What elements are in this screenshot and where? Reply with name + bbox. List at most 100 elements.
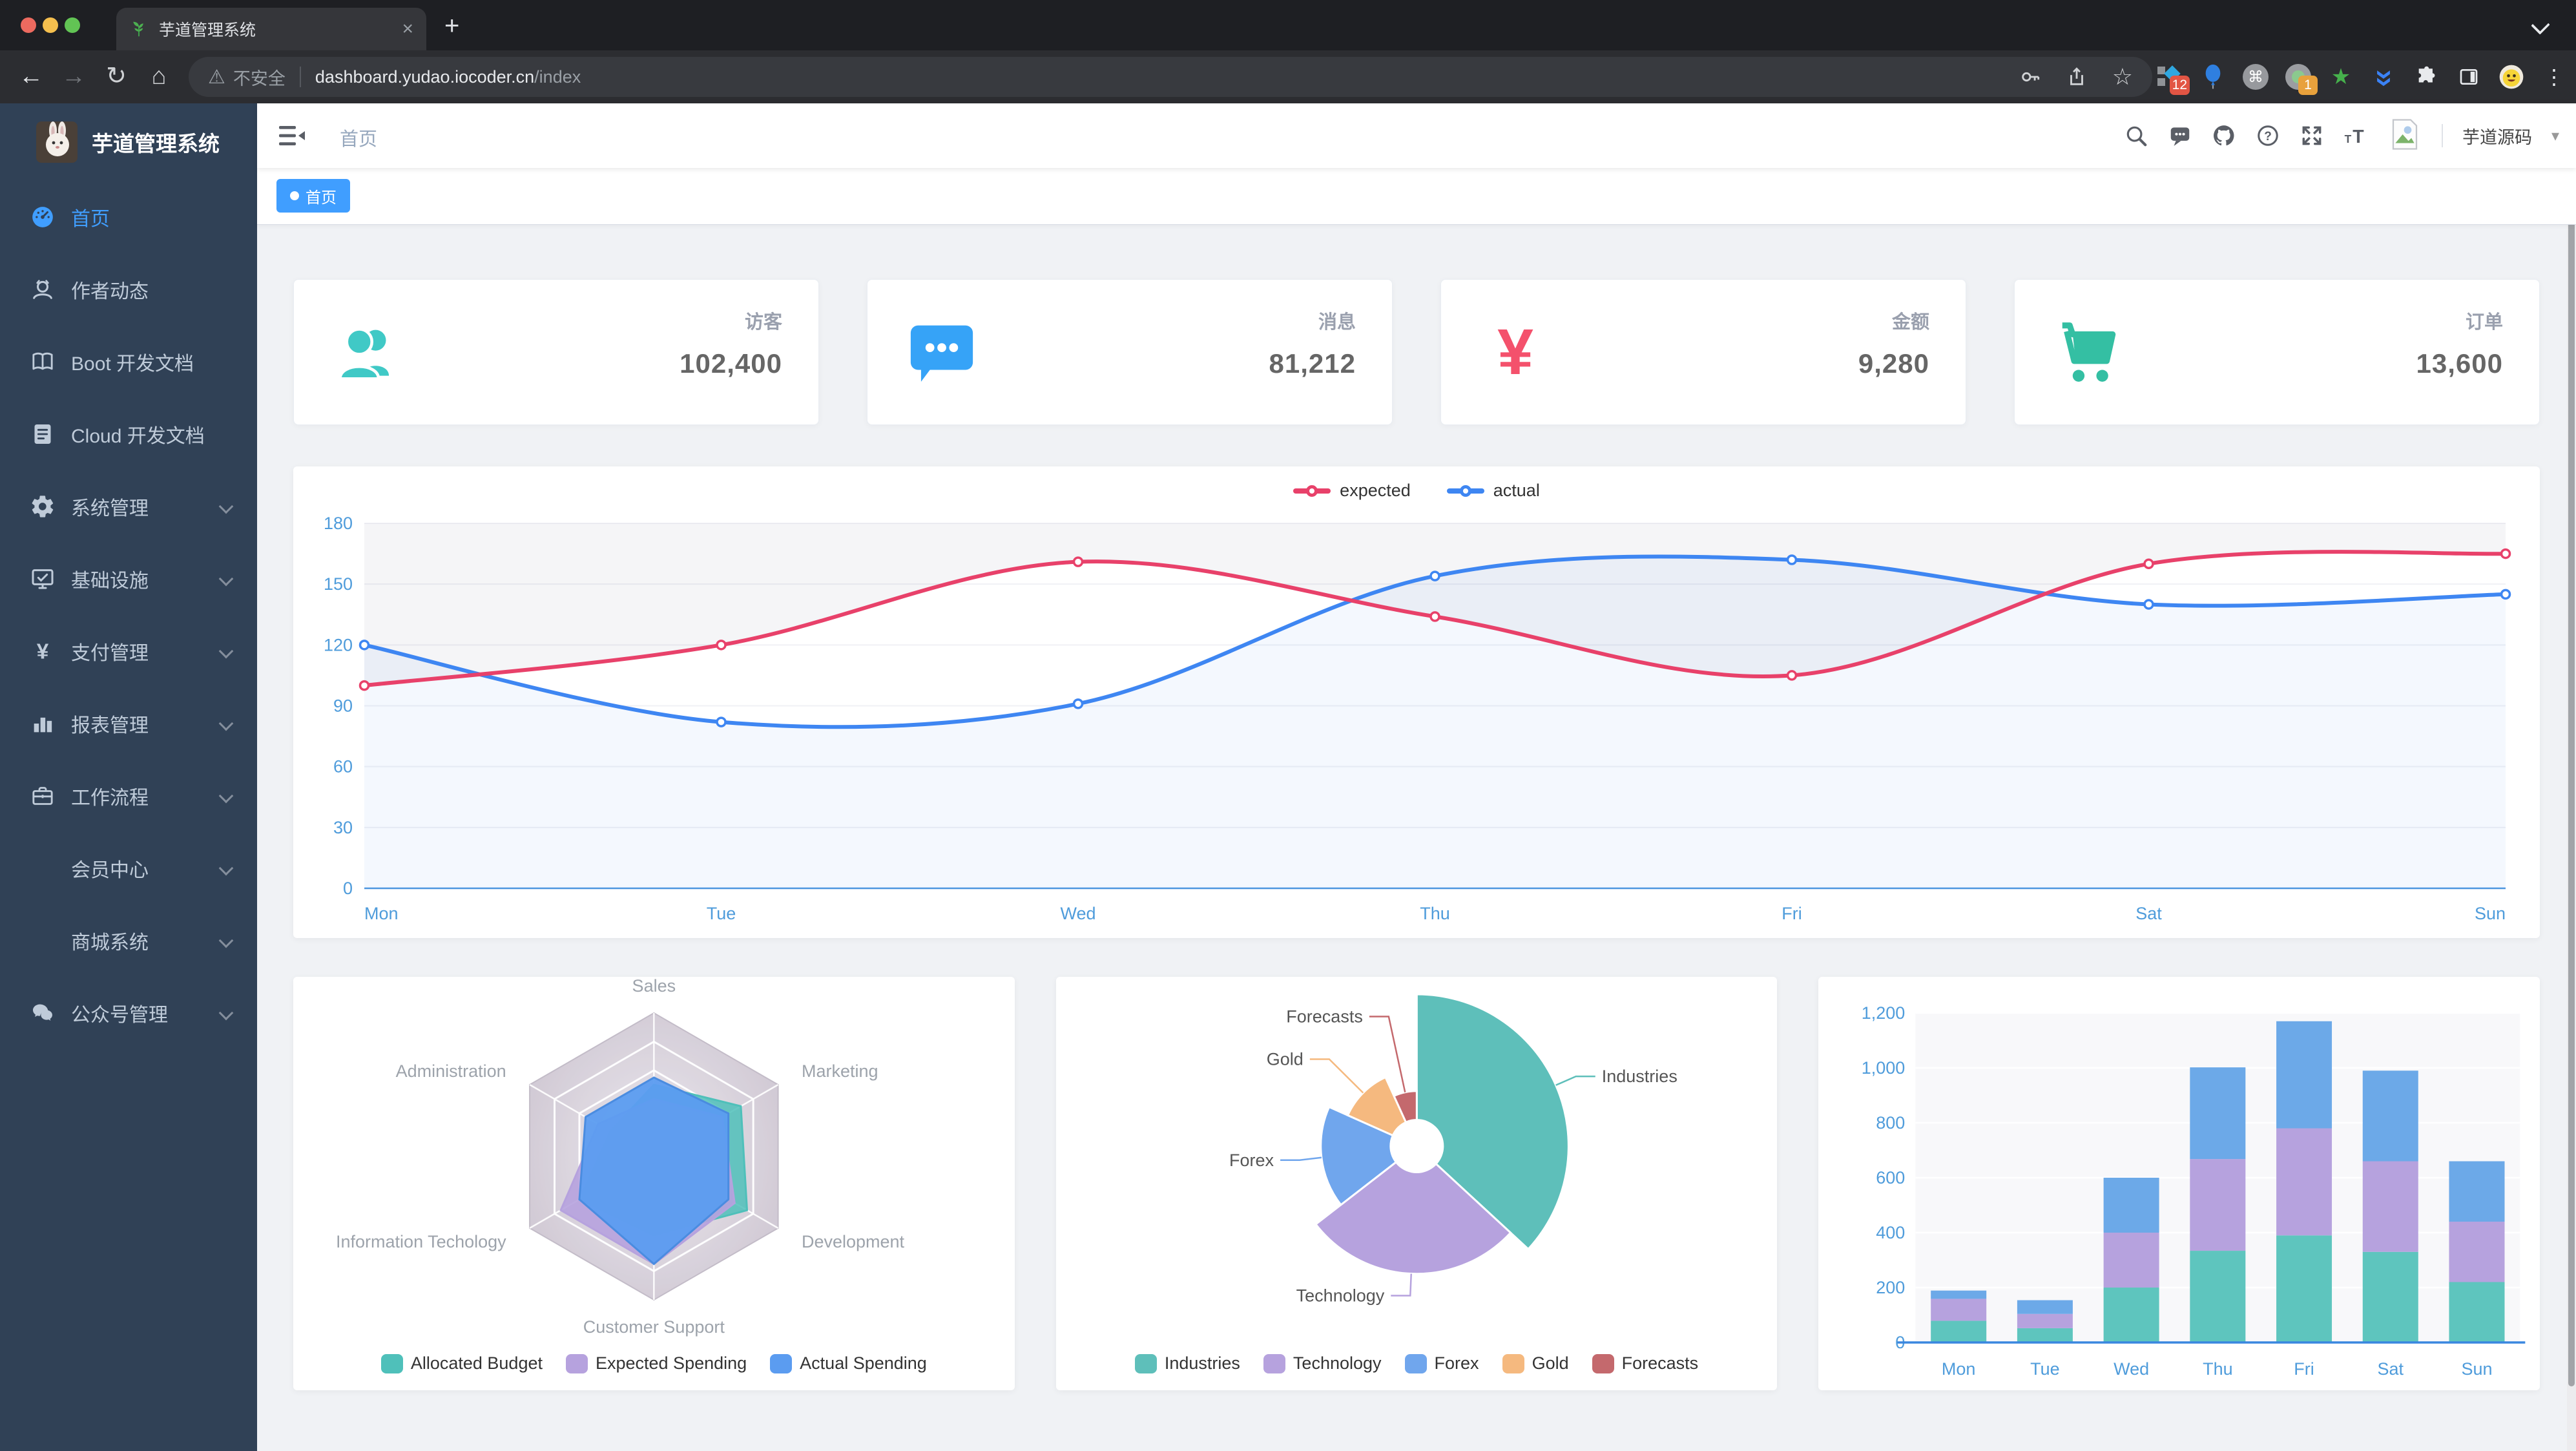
window-minimize-button[interactable] — [43, 17, 58, 33]
legend-item-forex[interactable]: Forex — [1404, 1353, 1479, 1373]
sidebar-item-9[interactable]: 会员中心 — [0, 832, 257, 904]
side-panel-icon[interactable] — [2456, 64, 2482, 90]
divider — [2441, 124, 2443, 147]
stat-card-visitors[interactable]: 访客 102,400 — [293, 279, 819, 425]
sidebar-item-4[interactable]: 系统管理 — [0, 470, 257, 543]
blank-icon — [30, 928, 56, 954]
extension-chevrons-icon[interactable] — [2371, 64, 2396, 90]
sidebar-item-label: 支付管理 — [71, 643, 149, 664]
extensions-puzzle-icon[interactable] — [2413, 64, 2439, 90]
extension-command-icon[interactable]: ⌘ — [2243, 64, 2269, 90]
sidebar-item-8[interactable]: 工作流程 — [0, 760, 257, 832]
legend-item-expected[interactable]: expected — [1293, 481, 1411, 501]
chevron-down-icon — [218, 716, 234, 731]
user-menu-caret-icon[interactable]: ▾ — [2551, 127, 2559, 145]
share-icon[interactable] — [2066, 66, 2088, 88]
forward-button[interactable]: → — [61, 63, 86, 90]
svg-text:Forecasts: Forecasts — [1286, 1007, 1363, 1026]
back-button[interactable]: ← — [19, 63, 43, 90]
sidebar-logo[interactable]: 芋道管理系统 — [0, 103, 257, 181]
page-scrollbar-thumb[interactable] — [2568, 107, 2575, 1386]
window-close-button[interactable] — [21, 17, 36, 33]
stat-card-orders[interactable]: 订单 13,600 — [2014, 279, 2540, 425]
radar-chart-card[interactable]: Sales Marketing Development Customer Suppor… — [293, 977, 1015, 1390]
sidebar-item-5[interactable]: 基础设施 — [0, 543, 257, 615]
pie-chart[interactable]: Industries Technology Forex Gold Forecasts — [1056, 977, 1778, 1390]
chevron-down-icon — [218, 499, 234, 514]
stat-value: 81,212 — [1269, 348, 1356, 379]
user-avatar-broken-image[interactable] — [2387, 117, 2422, 155]
svg-text:Wed: Wed — [1060, 904, 1096, 923]
extension-blocks-icon[interactable]: 12 — [2157, 64, 2190, 95]
user-name[interactable]: 芋道源码 — [2462, 127, 2532, 147]
stat-label: 消息 — [1318, 312, 1356, 333]
legend-item-technology[interactable]: Technology — [1263, 1353, 1382, 1373]
sidebar-item-2[interactable]: Boot 开发文档 — [0, 326, 257, 398]
stat-value: 9,280 — [1858, 348, 1929, 379]
legend-item-allocated-budget[interactable]: Allocated Budget — [380, 1353, 543, 1373]
legend-item-actual-spending[interactable]: Actual Spending — [770, 1353, 927, 1373]
bar-chart-card[interactable]: 0 200 400 600 800 1,000 1,200 Mon Tue Wed Thu Fri Sa… — [1818, 977, 2540, 1390]
tab-search-chevron-icon[interactable] — [2531, 16, 2550, 35]
sidebar-item-6[interactable]: ¥ 支付管理 — [0, 615, 257, 687]
browser-menu-kebab-icon[interactable]: ⋮ — [2544, 65, 2564, 89]
extension-balloon-icon[interactable] — [2200, 64, 2226, 90]
legend-item-forecasts[interactable]: Forecasts — [1592, 1353, 1698, 1373]
radar-chart[interactable]: Sales Marketing Development Customer Suppor… — [293, 977, 1015, 1390]
sidebar-item-3[interactable]: Cloud 开发文档 — [0, 398, 257, 470]
svg-text:Sat: Sat — [2378, 1359, 2404, 1379]
sidebar-item-10[interactable]: 商城系统 — [0, 904, 257, 977]
stat-value: 13,600 — [2416, 348, 2503, 379]
extension-recorder-icon[interactable]: 1 — [2285, 64, 2318, 95]
legend-item-actual[interactable]: actual — [1446, 481, 1540, 501]
legend-item-industries[interactable]: Industries — [1134, 1353, 1240, 1373]
sidebar-item-label: 商城系统 — [71, 932, 149, 954]
line-chart-card[interactable]: expected actual 0 30 60 90 120 150 180 Mon Tue Wed… — [293, 466, 2540, 938]
fullscreen-icon[interactable] — [2300, 123, 2324, 148]
sidebar-item-11[interactable]: 公众号管理 — [0, 977, 257, 1049]
breadcrumb[interactable]: 首页 — [340, 129, 378, 150]
line-chart[interactable]: 0 30 60 90 120 150 180 Mon Tue Wed Thu Fri Sat Sun — [293, 466, 2540, 938]
sidebar-item-7[interactable]: 报表管理 — [0, 687, 257, 760]
new-tab-button[interactable]: + — [444, 12, 460, 40]
browser-tab[interactable]: 芋道管理系统 × — [116, 8, 426, 50]
svg-text:400: 400 — [1876, 1223, 1906, 1242]
svg-text:Forex: Forex — [1229, 1151, 1274, 1170]
search-icon[interactable] — [2124, 123, 2148, 148]
sidebar-item-1[interactable]: 作者动态 — [0, 253, 257, 326]
address-bar[interactable]: ⚠ 不安全 dashboard.yudao.iocoder.cn/index ☆ — [189, 57, 2152, 97]
legend-item-gold[interactable]: Gold — [1502, 1353, 1569, 1373]
bookmark-star-icon[interactable]: ☆ — [2112, 63, 2133, 90]
browser-profile-avatar[interactable] — [2498, 64, 2524, 90]
reload-button[interactable]: ↻ — [106, 63, 127, 90]
github-icon[interactable] — [2212, 123, 2236, 148]
password-key-icon[interactable] — [2019, 66, 2041, 88]
page-scrollbar-track — [2567, 103, 2576, 1451]
svg-text:Tue: Tue — [707, 904, 736, 923]
home-button[interactable]: ⌂ — [151, 63, 167, 90]
extension-badge: 1 — [2298, 76, 2318, 95]
stat-card-money[interactable]: ¥ 金额 9,280 — [1440, 279, 1966, 425]
help-icon[interactable]: ? — [2256, 123, 2280, 148]
stat-label: 金额 — [1891, 312, 1929, 333]
tab-close-icon[interactable]: × — [402, 18, 413, 39]
svg-text:60: 60 — [333, 757, 353, 777]
sidebar-menu: 首页 作者动态 Boot 开发文档 Cloud 开发文档 系统管理基础设施 ¥ 支付管理 报表… — [0, 181, 257, 1049]
window-zoom-button[interactable] — [65, 17, 80, 33]
legend-item-expected-spending[interactable]: Expected Spending — [565, 1353, 747, 1373]
message-icon[interactable] — [2168, 123, 2192, 148]
sidebar-item-0[interactable]: 首页 — [0, 181, 257, 253]
stat-card-messages[interactable]: 消息 81,212 — [867, 279, 1393, 425]
svg-text:Thu: Thu — [2203, 1359, 2233, 1379]
sidebar: 芋道管理系统 首页 作者动态 Boot 开发文档 Cloud 开发文档 系统管理基础设施… — [0, 103, 257, 1451]
sidebar-item-label: 基础设施 — [71, 570, 149, 592]
radar-chart-legend: Allocated Budget Expected Spending Actual … — [293, 1353, 1015, 1373]
extension-star-icon[interactable]: ★ — [2331, 65, 2351, 89]
tag-home[interactable]: 首页 — [276, 179, 350, 213]
tag-active-dot — [290, 191, 299, 200]
pie-chart-card[interactable]: Industries Technology Forex Gold Forecasts I… — [1055, 977, 1778, 1390]
sidebar-toggle-hamburger-icon[interactable] — [276, 120, 307, 151]
